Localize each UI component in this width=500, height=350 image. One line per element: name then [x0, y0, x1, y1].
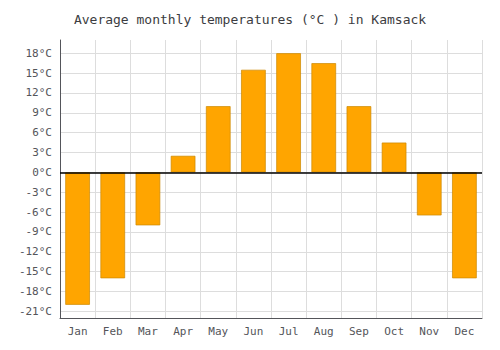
svg-text:Nov: Nov [419, 325, 439, 338]
svg-text:-21°C: -21°C [19, 305, 52, 318]
svg-text:6°C: 6°C [32, 126, 52, 139]
svg-text:Mar: Mar [138, 325, 158, 338]
svg-text:-3°C: -3°C [26, 186, 53, 199]
svg-text:-18°C: -18°C [19, 285, 52, 298]
svg-text:0°C: 0°C [32, 166, 52, 179]
svg-text:Feb: Feb [103, 325, 123, 338]
svg-text:-12°C: -12°C [19, 245, 52, 258]
svg-text:Dec: Dec [454, 325, 474, 338]
svg-text:Apr: Apr [173, 325, 193, 338]
svg-text:-9°C: -9°C [26, 225, 53, 238]
svg-text:Jun: Jun [243, 325, 263, 338]
svg-text:Aug: Aug [314, 325, 334, 338]
svg-text:-15°C: -15°C [19, 265, 52, 278]
svg-text:Average monthly temperatures (: Average monthly temperatures (°C ) in Ka… [74, 12, 426, 27]
svg-text:Sep: Sep [349, 325, 369, 338]
svg-text:12°C: 12°C [26, 86, 53, 99]
svg-text:Jul: Jul [279, 325, 299, 338]
svg-text:18°C: 18°C [26, 47, 53, 60]
svg-text:3°C: 3°C [32, 146, 52, 159]
svg-text:Jan: Jan [68, 325, 88, 338]
svg-text:Oct: Oct [384, 325, 404, 338]
svg-text:15°C: 15°C [26, 67, 53, 80]
svg-text:May: May [208, 325, 228, 338]
svg-text:-6°C: -6°C [26, 206, 53, 219]
svg-text:9°C: 9°C [32, 106, 52, 119]
